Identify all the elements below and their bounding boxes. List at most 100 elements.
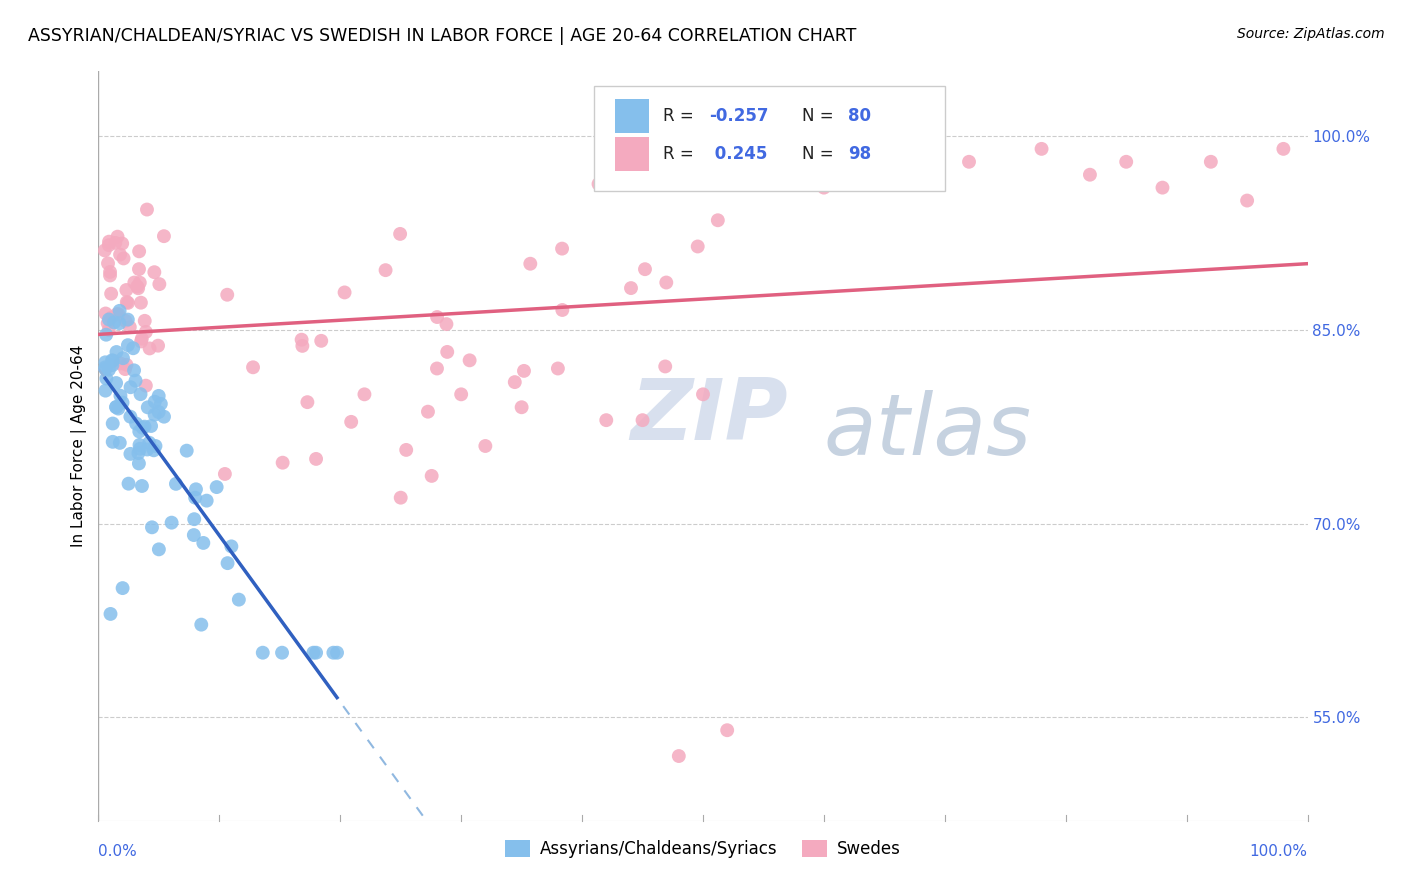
Point xyxy=(957,154,980,169)
Point xyxy=(620,281,643,295)
Point xyxy=(138,435,160,450)
Y-axis label: In Labor Force | Age 20-64: In Labor Force | Age 20-64 xyxy=(72,345,87,547)
Point xyxy=(436,345,458,359)
Legend: Assyrians/Chaldeans/Syriacs, Swedes: Assyrians/Chaldeans/Syriacs, Swedes xyxy=(498,833,908,864)
Point xyxy=(668,749,690,764)
Point xyxy=(217,556,239,570)
Point xyxy=(107,229,129,244)
Point xyxy=(716,723,738,738)
Point xyxy=(551,242,574,256)
Point xyxy=(111,581,134,595)
Point xyxy=(129,295,152,310)
Point xyxy=(145,439,167,453)
Point xyxy=(134,419,156,434)
Point xyxy=(108,247,131,261)
Point xyxy=(389,491,412,505)
Point xyxy=(100,607,122,621)
Point xyxy=(588,177,610,191)
Point xyxy=(111,236,134,251)
Point xyxy=(654,359,676,374)
Point xyxy=(94,244,117,258)
Point xyxy=(221,540,243,554)
Point xyxy=(135,378,157,392)
Point xyxy=(510,401,533,415)
Point xyxy=(873,168,896,182)
Point xyxy=(160,516,183,530)
Point xyxy=(97,238,120,252)
Point xyxy=(97,316,120,330)
Point xyxy=(96,371,118,385)
Point xyxy=(94,360,117,375)
Point xyxy=(291,333,314,347)
Point xyxy=(458,353,481,368)
Point xyxy=(94,355,117,369)
Point xyxy=(117,296,139,310)
Point xyxy=(692,387,714,401)
Point xyxy=(101,353,124,368)
Point xyxy=(146,339,169,353)
Point xyxy=(101,417,124,431)
Point xyxy=(108,435,131,450)
Point xyxy=(374,263,396,277)
Point xyxy=(655,276,678,290)
Text: Source: ZipAtlas.com: Source: ZipAtlas.com xyxy=(1237,27,1385,41)
Point xyxy=(353,387,375,401)
Point xyxy=(124,374,146,388)
Point xyxy=(97,256,120,270)
Point xyxy=(1031,142,1053,156)
Point xyxy=(322,646,344,660)
Point xyxy=(131,420,153,434)
Point xyxy=(195,493,218,508)
Point xyxy=(107,401,129,416)
Point xyxy=(143,394,166,409)
Point xyxy=(302,646,325,660)
Point xyxy=(128,244,150,259)
Point xyxy=(136,401,159,415)
Point xyxy=(395,442,418,457)
Point xyxy=(228,592,250,607)
Point xyxy=(101,358,124,372)
Point xyxy=(120,409,142,424)
Point xyxy=(131,479,153,493)
Text: -0.257: -0.257 xyxy=(709,107,769,125)
Point xyxy=(135,325,157,339)
Point xyxy=(416,405,439,419)
Point xyxy=(1272,142,1295,156)
Point xyxy=(105,400,128,414)
Point xyxy=(98,235,121,249)
Point xyxy=(114,314,136,328)
Point xyxy=(148,405,170,419)
Point xyxy=(190,617,212,632)
Point xyxy=(519,257,541,271)
Point xyxy=(707,213,730,227)
Point xyxy=(128,438,150,452)
Point xyxy=(142,443,165,458)
Point xyxy=(595,413,617,427)
Point xyxy=(813,180,835,194)
Point xyxy=(305,646,328,660)
Text: R =: R = xyxy=(664,107,699,125)
Point xyxy=(98,268,121,283)
Point xyxy=(128,457,150,471)
Point xyxy=(165,476,187,491)
Point xyxy=(153,409,176,424)
Point xyxy=(148,389,170,403)
Point xyxy=(148,542,170,557)
Point xyxy=(101,434,124,449)
Point xyxy=(118,320,141,334)
Point xyxy=(131,332,153,346)
Point xyxy=(94,362,117,376)
Point xyxy=(105,345,128,359)
Point xyxy=(128,425,150,439)
Point xyxy=(1236,194,1258,208)
Point xyxy=(271,646,294,660)
Point xyxy=(686,239,709,253)
Point xyxy=(143,408,166,422)
Point xyxy=(108,356,131,370)
Point xyxy=(100,310,122,325)
Point xyxy=(217,287,239,301)
Point xyxy=(193,536,215,550)
Point xyxy=(139,419,162,434)
Point xyxy=(143,265,166,279)
Point xyxy=(634,262,657,277)
